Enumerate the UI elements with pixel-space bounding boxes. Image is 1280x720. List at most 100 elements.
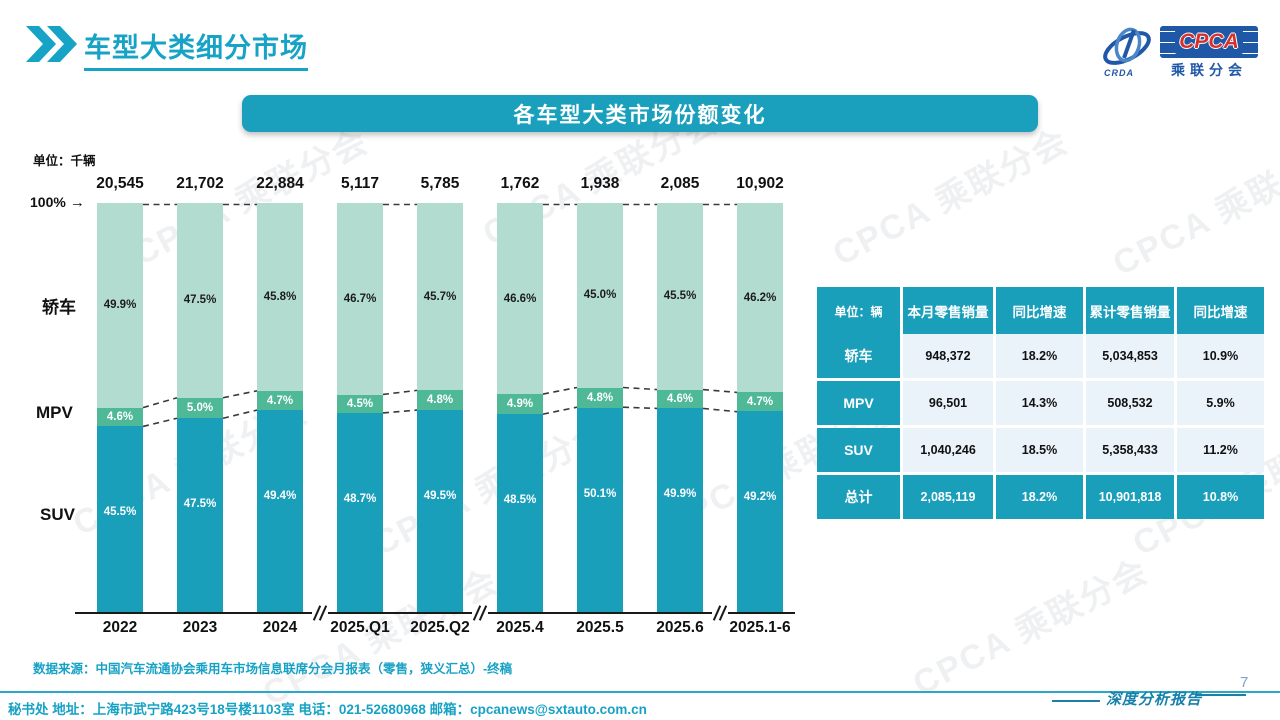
percent-label: 4.7%	[746, 395, 774, 408]
cpca-wordmark: CPCA	[1175, 30, 1243, 54]
percent-label: 4.9%	[506, 398, 534, 411]
y-100-text: 100%	[30, 194, 66, 210]
x-tick-label: 2023	[182, 619, 218, 636]
segment-suv: 45.5%	[97, 426, 143, 613]
segment-mpv: 4.6%	[97, 407, 143, 427]
percent-label: 4.8%	[426, 394, 454, 407]
segment-mpv: 4.7%	[257, 391, 303, 411]
background-watermark: CPCA 乘联分会	[1107, 132, 1280, 284]
table-row-label: 轿车	[817, 334, 900, 378]
report-label-right-line	[1196, 694, 1246, 696]
stacked-bar-2024: 45.8% 4.7% 49.4%	[257, 203, 303, 613]
table-cell: 11.2%	[1177, 428, 1264, 472]
stacked-bars: 49.9% 4.6% 45.5% 20,545 47.5% 5.0% 47.5% 21,702…	[96, 175, 784, 613]
table-row-label: 总计	[817, 475, 900, 519]
background-watermark: CPCA 乘联分会	[907, 552, 1155, 704]
page-number: 7	[1240, 674, 1249, 691]
x-tick-label: 2024	[262, 619, 298, 636]
percent-label: 50.1%	[583, 487, 617, 500]
percent-label: 4.5%	[346, 398, 374, 411]
table-cell: 5,034,853	[1086, 334, 1174, 378]
percent-label: 49.4%	[263, 490, 297, 503]
x-tick-label: 2022	[102, 619, 138, 636]
series-label-sedan: 轿车	[42, 298, 76, 317]
stacked-bar-2025.4: 46.6% 4.9% 48.5%	[497, 203, 543, 613]
segment-suv: 47.5%	[177, 418, 223, 613]
segment-mpv: 4.8%	[417, 390, 463, 411]
segment-suv: 49.2%	[737, 411, 783, 613]
double-chevron-icon	[26, 26, 77, 62]
segment-sedan: 47.5%	[177, 203, 223, 398]
x-axis-line	[75, 604, 795, 622]
percent-label: 4.7%	[266, 394, 294, 407]
segment-suv: 48.5%	[497, 414, 543, 613]
percent-label: 45.5%	[103, 506, 137, 519]
footer-divider-line	[0, 691, 1280, 693]
bar-total-label: 1,938	[580, 175, 620, 192]
table-cell: 18.2%	[996, 334, 1083, 378]
x-tick-label: 2025.Q1	[330, 619, 390, 636]
table-row-label: MPV	[817, 381, 900, 425]
percent-label: 47.5%	[183, 498, 217, 511]
table-header-cell: 同比增速	[996, 287, 1083, 335]
bar-total-label: 5,117	[341, 175, 379, 192]
chart-title-banner: 各车型大类市场份额变化	[242, 95, 1038, 132]
x-tick-label: 2025.1-6	[729, 619, 791, 636]
report-label-left-line	[1052, 700, 1100, 702]
table-header-cell: 同比增速	[1177, 287, 1264, 335]
segment-mpv: 4.7%	[737, 392, 783, 412]
segment-mpv: 4.5%	[337, 394, 383, 414]
bar-total-label: 10,902	[736, 175, 784, 192]
percent-label: 4.6%	[666, 392, 694, 405]
percent-label: 5.0%	[186, 402, 214, 414]
table-cell: 10.8%	[1177, 475, 1264, 519]
x-tick-label: 2025.6	[656, 619, 704, 636]
segment-sedan: 46.2%	[737, 203, 783, 393]
page-title: 车型大类细分市场	[84, 26, 308, 71]
stacked-bar-2025.5: 45.0% 4.8% 50.1%	[577, 203, 623, 613]
stacked-bar-2023: 47.5% 5.0% 47.5%	[177, 203, 223, 613]
segment-sedan: 45.7%	[417, 203, 463, 391]
unit-label: 单位：千辆	[33, 154, 96, 168]
segment-mpv: 5.0%	[177, 397, 223, 419]
x-axis-labels: 2022 2023 2024 2025.Q1 2025.Q2 2025.4 2025.5 20…	[97, 619, 791, 643]
stacked-bar-2022: 49.9% 4.6% 45.5%	[97, 203, 143, 613]
axis-break-mark	[312, 604, 328, 622]
table-header-cell: 本月零售销量	[903, 287, 993, 335]
percent-label: 48.7%	[343, 493, 377, 506]
x-tick-label: 2025.5	[576, 619, 624, 636]
axis-break-mark	[472, 604, 488, 622]
logo-wordmark: CPCA 乘联分会	[1160, 26, 1258, 80]
percent-label: 4.6%	[106, 411, 134, 424]
data-source-note: 数据来源：中国汽车流通协会乘用车市场信息联席分会月报表（零售，狭义汇总）-终稿	[33, 662, 513, 676]
bar-total-label: 21,702	[176, 175, 224, 192]
table-cell: 508,532	[1086, 381, 1174, 425]
table-row-label: SUV	[817, 428, 900, 472]
segment-sedan: 46.7%	[337, 203, 383, 395]
segment-suv: 49.9%	[657, 408, 703, 613]
table-cell: 96,501	[903, 381, 993, 425]
series-label-suv: SUV	[40, 505, 75, 524]
stacked-bar-2025.Q1: 46.7% 4.5% 48.7%	[337, 203, 383, 613]
table-cell: 948,372	[903, 334, 993, 378]
percent-label: 45.8%	[263, 291, 297, 304]
table-cell: 5.9%	[1177, 381, 1264, 425]
percent-label: 47.5%	[183, 294, 217, 307]
segment-suv: 49.4%	[257, 410, 303, 613]
segment-suv: 48.7%	[337, 413, 383, 613]
bar-total-label: 22,884	[256, 175, 304, 192]
percent-label: 49.5%	[423, 490, 457, 503]
crda-text: CRDA	[1104, 68, 1134, 78]
table-cell: 2,085,119	[903, 475, 993, 519]
percent-label: 46.2%	[743, 291, 777, 304]
segment-suv: 50.1%	[577, 407, 623, 613]
segment-suv: 49.5%	[417, 410, 463, 613]
background-watermark: CPCA 乘联分会	[827, 122, 1075, 274]
segment-sedan: 46.6%	[497, 203, 543, 395]
percent-label: 45.5%	[663, 290, 697, 303]
x-tick-label: 2025.Q2	[410, 619, 470, 636]
segment-mpv: 4.8%	[577, 387, 623, 408]
table-header-cell: 单位：辆	[817, 287, 900, 335]
right-arrow-icon: →	[69, 194, 85, 211]
